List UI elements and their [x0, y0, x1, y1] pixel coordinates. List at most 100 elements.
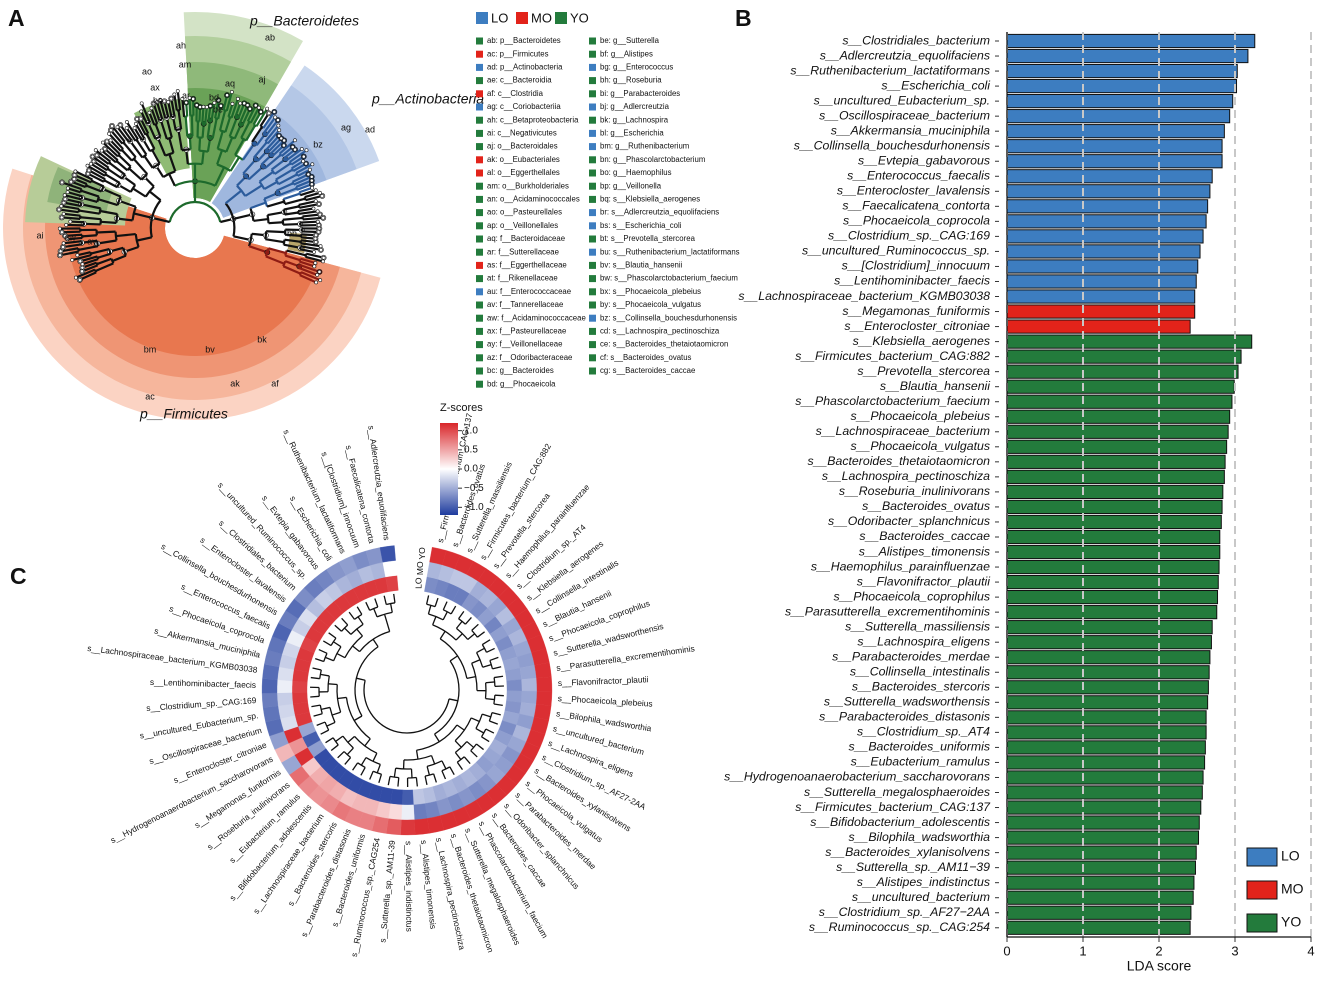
dendrogram-branch — [477, 631, 485, 638]
clade-node-label: af — [271, 378, 279, 388]
clade-branch — [234, 102, 242, 117]
clade-branch — [105, 173, 121, 184]
clade-node-label: bd — [209, 92, 219, 102]
dendrogram-branch — [336, 652, 346, 659]
clade-branch — [300, 242, 321, 248]
legend-label: YO — [1281, 914, 1301, 930]
clade-branch — [122, 141, 137, 158]
bar — [1006, 830, 1200, 845]
clade-branch — [253, 141, 268, 159]
clade-leaf — [162, 99, 167, 104]
heatmap-row-label: s__Sutterella_sp._AM11-39 — [377, 839, 397, 943]
bar — [1006, 469, 1225, 484]
dendrogram-branch — [454, 740, 462, 748]
legend-entry: ak: o__Eubacteriales — [487, 155, 560, 164]
clade-node-label: aw — [64, 232, 76, 242]
clade-branch — [265, 238, 285, 244]
bar — [1006, 229, 1204, 244]
legend-swatch — [589, 63, 596, 71]
category-label: s__Adlercreutzia_equolifaciens — [820, 48, 990, 62]
clade-branch — [263, 180, 278, 191]
clade-branch — [96, 230, 116, 234]
dendrogram-branch — [337, 696, 347, 700]
clade-leaf — [321, 259, 325, 264]
bar — [1006, 334, 1253, 349]
category-label: s__Bacteroides_ovatus — [862, 499, 990, 513]
legend-entry: ae: c__Bacteroidia — [487, 76, 552, 85]
heatmap-cell — [506, 679, 523, 692]
x-tick-label: 3 — [1231, 943, 1238, 958]
clade-leaf — [309, 182, 314, 187]
legend-label: LO — [491, 10, 508, 25]
dendrogram-branch — [376, 764, 381, 774]
clade-branch — [305, 252, 324, 259]
clade-leaf — [256, 105, 261, 110]
clade-branch — [80, 203, 101, 210]
dendrogram-branch — [476, 743, 484, 751]
clade-branch — [151, 149, 161, 165]
clade-leaf — [78, 259, 83, 264]
clade-branch — [275, 168, 294, 181]
category-label: s__Ruthenibacterium_lactatiformans — [790, 63, 990, 77]
legend-entry: bk: g__Lachnospira — [600, 115, 669, 124]
clade-branch — [286, 249, 307, 257]
legend-entry: ax: f__Pasteurellaceae — [487, 326, 566, 335]
dendrogram-branch — [337, 751, 345, 759]
clade-branch — [228, 115, 232, 119]
dendrogram-branch — [481, 736, 490, 743]
clade-branch — [216, 163, 232, 172]
clade-leaf — [281, 143, 286, 148]
dendrogram-branch — [387, 776, 391, 786]
dendrogram-branch — [372, 638, 379, 648]
clade-branch — [95, 149, 112, 163]
clade-branch — [284, 197, 306, 206]
dendrogram-branch — [449, 766, 455, 776]
clade-branch — [165, 117, 173, 138]
x-tick-label: 1 — [1079, 943, 1086, 958]
legend-swatch — [476, 37, 483, 45]
clade-leaf — [230, 101, 235, 106]
category-label: s__Alistipes_indistinctus — [857, 875, 990, 889]
dendrogram-branch — [426, 603, 436, 608]
clade-branch — [61, 204, 80, 211]
clade-branch — [299, 248, 315, 254]
dendrogram-branch — [353, 715, 363, 722]
legend-entry: at: f__Rikenellaceae — [487, 274, 558, 283]
legend-entry: bs: s__Escherichia_coli — [600, 221, 682, 230]
clade-label: p__Actinobacteria — [371, 91, 484, 107]
legend-entry: ag: c__Coriobacteriia — [487, 102, 561, 111]
clade-branch — [63, 240, 82, 245]
clade-branch — [304, 191, 321, 199]
clade-leaf — [63, 233, 67, 238]
clade-leaf — [204, 105, 209, 110]
clade-branch — [285, 148, 303, 162]
legend-entry: af: c__Clostridia — [487, 89, 544, 98]
dendrogram-branch — [354, 613, 363, 620]
dendrogram-branch — [425, 595, 430, 605]
legend-swatch — [589, 354, 596, 362]
category-label: s__Blautia_hansenii — [880, 379, 991, 393]
clade-branch — [190, 115, 194, 137]
clade-leaf — [219, 103, 223, 108]
legend-entry: ap: o__Veillonellales — [487, 221, 558, 230]
legend-label: MO — [1281, 881, 1304, 897]
dendrogram-branch — [376, 611, 393, 618]
category-label: s__Faecalicatena_contorta — [842, 199, 990, 213]
clade-branch — [264, 134, 280, 152]
clade-node-label: bh — [287, 228, 297, 238]
clade-branch — [278, 139, 296, 155]
clade-branch — [297, 207, 314, 213]
clade-branch — [96, 257, 112, 266]
dendrogram-branch — [494, 694, 504, 697]
clade-leaf — [61, 200, 66, 205]
category-label: s__Phascolarctobacterium_faecium — [795, 394, 990, 408]
clade-branch — [141, 153, 147, 159]
clade-leaf — [309, 174, 314, 179]
clade-leaf — [93, 148, 98, 153]
dendrogram-branch — [345, 697, 371, 740]
heatmap-column-label: YO — [417, 547, 427, 560]
bar — [1006, 620, 1213, 635]
bar — [1006, 274, 1197, 289]
bar — [1006, 755, 1206, 770]
category-label: s__Bacteroides_uniformis — [849, 740, 991, 754]
